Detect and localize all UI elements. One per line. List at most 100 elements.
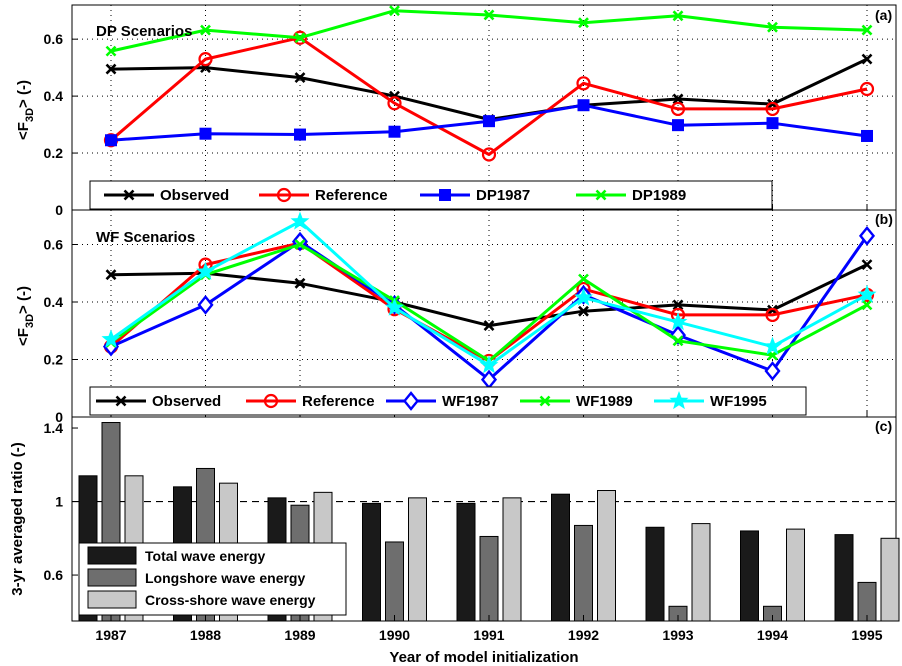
legend-entry-wf1995: WF1995 — [710, 393, 767, 410]
legend-entry-longshore-wave-energy: Longshore wave energy — [145, 570, 305, 586]
legend-swatch-total-wave-energy — [87, 546, 137, 565]
data-point-wf1989 — [861, 299, 873, 311]
bar-cross-shore-wave-energy — [502, 497, 522, 622]
bar-cross-shore-wave-energy — [597, 490, 616, 622]
data-point-reference — [387, 96, 402, 111]
data-point-wf1987 — [858, 225, 876, 246]
data-point-dp1989 — [578, 17, 589, 29]
data-point-wf1995 — [290, 211, 310, 230]
data-point-reference — [198, 51, 213, 67]
data-point-observed — [672, 93, 684, 105]
legend-entry-cross-shore-wave-energy: Cross-shore wave energy — [145, 592, 316, 608]
panel-c-ylabel: 3-yr averaged ratio (-) — [9, 442, 26, 595]
y-tick-label: 0 — [55, 202, 63, 218]
data-point-dp1989 — [483, 9, 495, 21]
data-point-reference — [576, 76, 591, 91]
data-point-reference — [859, 81, 875, 97]
legend-swatch-longshore-wave-energy — [87, 568, 137, 587]
data-point-reference — [670, 101, 686, 117]
data-point-reference — [481, 147, 497, 162]
bar-cross-shore-wave-energy — [880, 537, 900, 622]
bar-total-wave-energy — [740, 530, 759, 622]
panel-b-title: WF Scenarios — [96, 229, 195, 246]
legend-swatch-cross-shore-wave-energy — [87, 590, 137, 609]
data-point-wf1995 — [668, 312, 688, 331]
y-tick-label: 1 — [55, 494, 63, 510]
data-point-dp1987 — [861, 129, 873, 142]
data-point-wf1989 — [672, 335, 684, 347]
legend-entry-wf1989: WF1989 — [576, 393, 633, 410]
data-point-reference — [765, 101, 780, 117]
data-point-wf1995 — [763, 336, 782, 355]
panel-a-ylabel: <F3D> (-) — [15, 80, 36, 140]
legend-entry-total-wave-energy: Total wave energy — [145, 548, 266, 564]
data-point-dp1987 — [483, 115, 495, 128]
data-point-wf1995 — [479, 355, 499, 374]
data-point-dp1987 — [672, 119, 684, 132]
data-point-reference — [765, 307, 780, 323]
legend-swatch-marker-reference — [263, 393, 279, 409]
data-point-wf1989 — [294, 239, 306, 250]
series-line-reference — [110, 36, 868, 156]
legend-entry-dp1987: DP1987 — [476, 187, 530, 204]
y-tick-label: 0.4 — [44, 294, 64, 310]
panel-b-ylabel-part1: <F — [15, 328, 32, 346]
bar-longshore-wave-energy — [385, 541, 404, 622]
legend-swatch-marker-dp1987 — [439, 189, 451, 201]
panel-b-ylabel: <F3D> (-) — [15, 286, 36, 346]
data-point-dp1989 — [294, 32, 306, 44]
x-tick-label: 1995 — [851, 627, 882, 643]
bar-total-wave-energy — [362, 502, 381, 622]
panel-a: 0 0.2 0.4 0.6 DP Scenarios (a) <F3D> (-) Ob… — [15, 4, 897, 218]
bar-cross-shore-wave-energy — [408, 497, 427, 622]
data-point-wf1995 — [196, 261, 215, 280]
legend-entry-reference: Reference — [315, 187, 388, 204]
data-point-dp1989 — [767, 21, 778, 33]
panel-a-legend: Observed Reference DP1987 DP1989 — [89, 180, 773, 210]
panel-a-grid — [72, 5, 896, 210]
data-point-observed — [294, 72, 306, 84]
panel-b-legend: Observed Reference WF1987 WF1989 WF1995 — [89, 386, 807, 416]
data-point-wf1987 — [669, 325, 687, 345]
data-point-dp1987 — [199, 127, 212, 140]
y-tick-label: 0.2 — [44, 352, 64, 368]
legend-entry-dp1989: DP1989 — [632, 187, 686, 204]
y-tick-label: 0.4 — [44, 88, 64, 104]
panel-a-ylabel-subscript: 3D — [24, 108, 36, 122]
y-tick-label: 0.6 — [44, 567, 64, 583]
data-point-dp1989 — [389, 5, 400, 17]
data-point-wf1995 — [857, 284, 877, 303]
legend-swatch-marker-wf1995 — [669, 391, 689, 410]
legend-swatch-marker-observed — [115, 395, 127, 407]
data-point-dp1987 — [388, 125, 401, 138]
x-tick-label: 1989 — [284, 627, 315, 643]
bar-longshore-wave-energy — [574, 524, 593, 622]
y-tick-label: 0.6 — [44, 237, 64, 253]
legend-swatch-marker-observed — [123, 189, 135, 201]
y-tick-label: 0 — [55, 409, 63, 425]
panel-a-label: (a) — [875, 7, 892, 23]
y-tick-label: 0.6 — [44, 31, 64, 47]
legend-entry-observed: Observed — [152, 393, 221, 410]
data-point-observed — [672, 299, 684, 311]
data-point-dp1989 — [672, 10, 684, 22]
x-tick-label: 1990 — [379, 627, 410, 643]
bar-cross-shore-wave-energy — [691, 523, 711, 622]
y-tick-label: 0.2 — [44, 145, 64, 161]
panel-b-label: (b) — [875, 211, 893, 227]
data-point-wf1989 — [578, 273, 589, 285]
x-tick-label: 1993 — [662, 627, 693, 643]
data-point-observed — [294, 277, 306, 289]
x-tick-label: 1991 — [473, 627, 504, 643]
data-point-observed — [105, 63, 117, 75]
legend-swatch-marker-wf1989 — [539, 395, 551, 407]
data-point-observed — [483, 320, 495, 331]
bar-total-wave-energy — [834, 534, 854, 622]
data-point-dp1989 — [200, 24, 211, 36]
legend-swatch-marker-reference — [276, 187, 292, 203]
panel-a-ylabel-part2: > (-) — [15, 80, 32, 108]
panel-b-ylabel-subscript: 3D — [24, 314, 36, 328]
panel-a-title: DP Scenarios — [96, 23, 192, 40]
data-point-dp1987 — [766, 117, 779, 130]
